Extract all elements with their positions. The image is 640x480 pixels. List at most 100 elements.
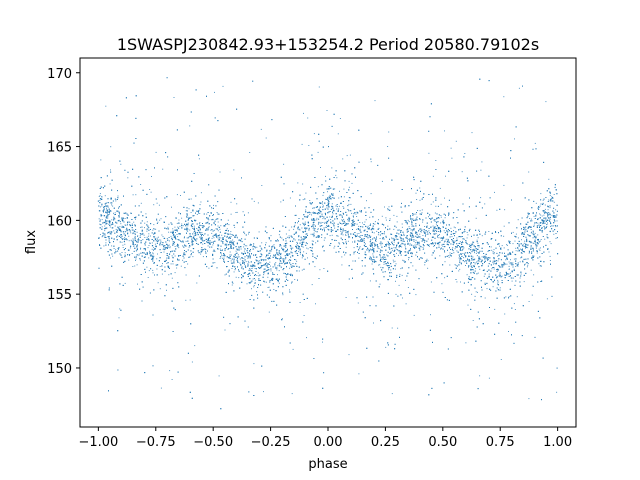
data-point (329, 194, 331, 196)
data-point (509, 263, 511, 265)
data-point (515, 266, 517, 267)
data-point (351, 212, 353, 214)
data-point (444, 277, 446, 279)
data-point (459, 268, 461, 270)
data-point (207, 238, 209, 239)
data-point (137, 235, 139, 237)
data-point (203, 234, 204, 236)
data-point (301, 257, 303, 259)
data-point (443, 223, 444, 225)
data-point (160, 387, 162, 389)
data-point (196, 282, 198, 284)
data-point (425, 234, 427, 236)
data-point (543, 217, 544, 219)
data-point (301, 227, 303, 229)
data-point (514, 253, 516, 255)
data-point (419, 245, 421, 247)
data-point (372, 255, 374, 257)
data-point (523, 234, 525, 236)
data-point (152, 229, 154, 231)
data-point (162, 263, 163, 265)
data-point (290, 265, 292, 267)
data-point (432, 201, 434, 203)
data-point (180, 265, 182, 267)
data-point (200, 192, 202, 194)
data-point (433, 245, 435, 247)
data-point (182, 259, 184, 261)
data-point (213, 237, 215, 239)
data-point (439, 255, 441, 257)
data-point (187, 225, 189, 227)
data-point (403, 234, 405, 236)
data-point (176, 234, 178, 235)
data-point (553, 233, 555, 235)
data-point (428, 245, 430, 247)
data-point (282, 259, 284, 261)
data-point (156, 258, 158, 260)
data-point (257, 272, 259, 274)
data-point (106, 221, 108, 223)
data-point (143, 234, 145, 236)
data-point (432, 225, 434, 227)
data-point (329, 211, 331, 212)
data-point (145, 213, 147, 215)
data-point (460, 236, 462, 238)
data-point (136, 264, 138, 266)
data-point (414, 242, 416, 244)
data-point (343, 218, 345, 220)
data-point (337, 206, 338, 208)
data-point (295, 259, 297, 261)
data-point (525, 258, 527, 260)
data-point (525, 241, 527, 243)
data-point (217, 237, 219, 239)
data-point (307, 248, 309, 250)
data-point (396, 244, 398, 246)
data-point (472, 256, 474, 258)
data-point (400, 268, 402, 270)
data-point (450, 147, 452, 149)
data-point (383, 233, 385, 235)
data-point (171, 255, 173, 257)
data-point (216, 212, 218, 213)
data-point (99, 223, 101, 225)
data-point (238, 277, 240, 279)
data-point (134, 234, 136, 236)
data-point (317, 186, 319, 188)
data-point (166, 238, 168, 239)
data-point (191, 243, 193, 245)
data-point (214, 250, 216, 252)
data-point (177, 246, 179, 248)
data-point (473, 250, 475, 251)
data-point (314, 266, 316, 268)
data-point (260, 256, 262, 257)
data-point (154, 228, 156, 230)
data-point (522, 250, 524, 252)
data-point (131, 229, 133, 231)
data-point (179, 225, 181, 227)
data-point (546, 236, 548, 238)
data-point (449, 264, 451, 266)
data-point (555, 226, 557, 228)
data-point (322, 194, 324, 196)
data-point (141, 231, 143, 232)
data-point (380, 244, 382, 246)
data-point (396, 235, 397, 236)
data-point (203, 249, 204, 250)
data-point (481, 161, 483, 163)
data-point (492, 267, 493, 268)
data-point (289, 274, 291, 275)
data-point (377, 245, 378, 247)
data-point (354, 251, 356, 253)
data-point (345, 234, 347, 236)
data-point (124, 224, 126, 226)
data-point (416, 199, 418, 200)
data-point (385, 346, 387, 348)
data-point (524, 229, 526, 231)
data-point (315, 303, 316, 305)
data-point (219, 228, 221, 230)
data-point (492, 251, 494, 253)
data-point (453, 226, 455, 228)
data-point (207, 245, 209, 247)
data-point (428, 232, 430, 233)
